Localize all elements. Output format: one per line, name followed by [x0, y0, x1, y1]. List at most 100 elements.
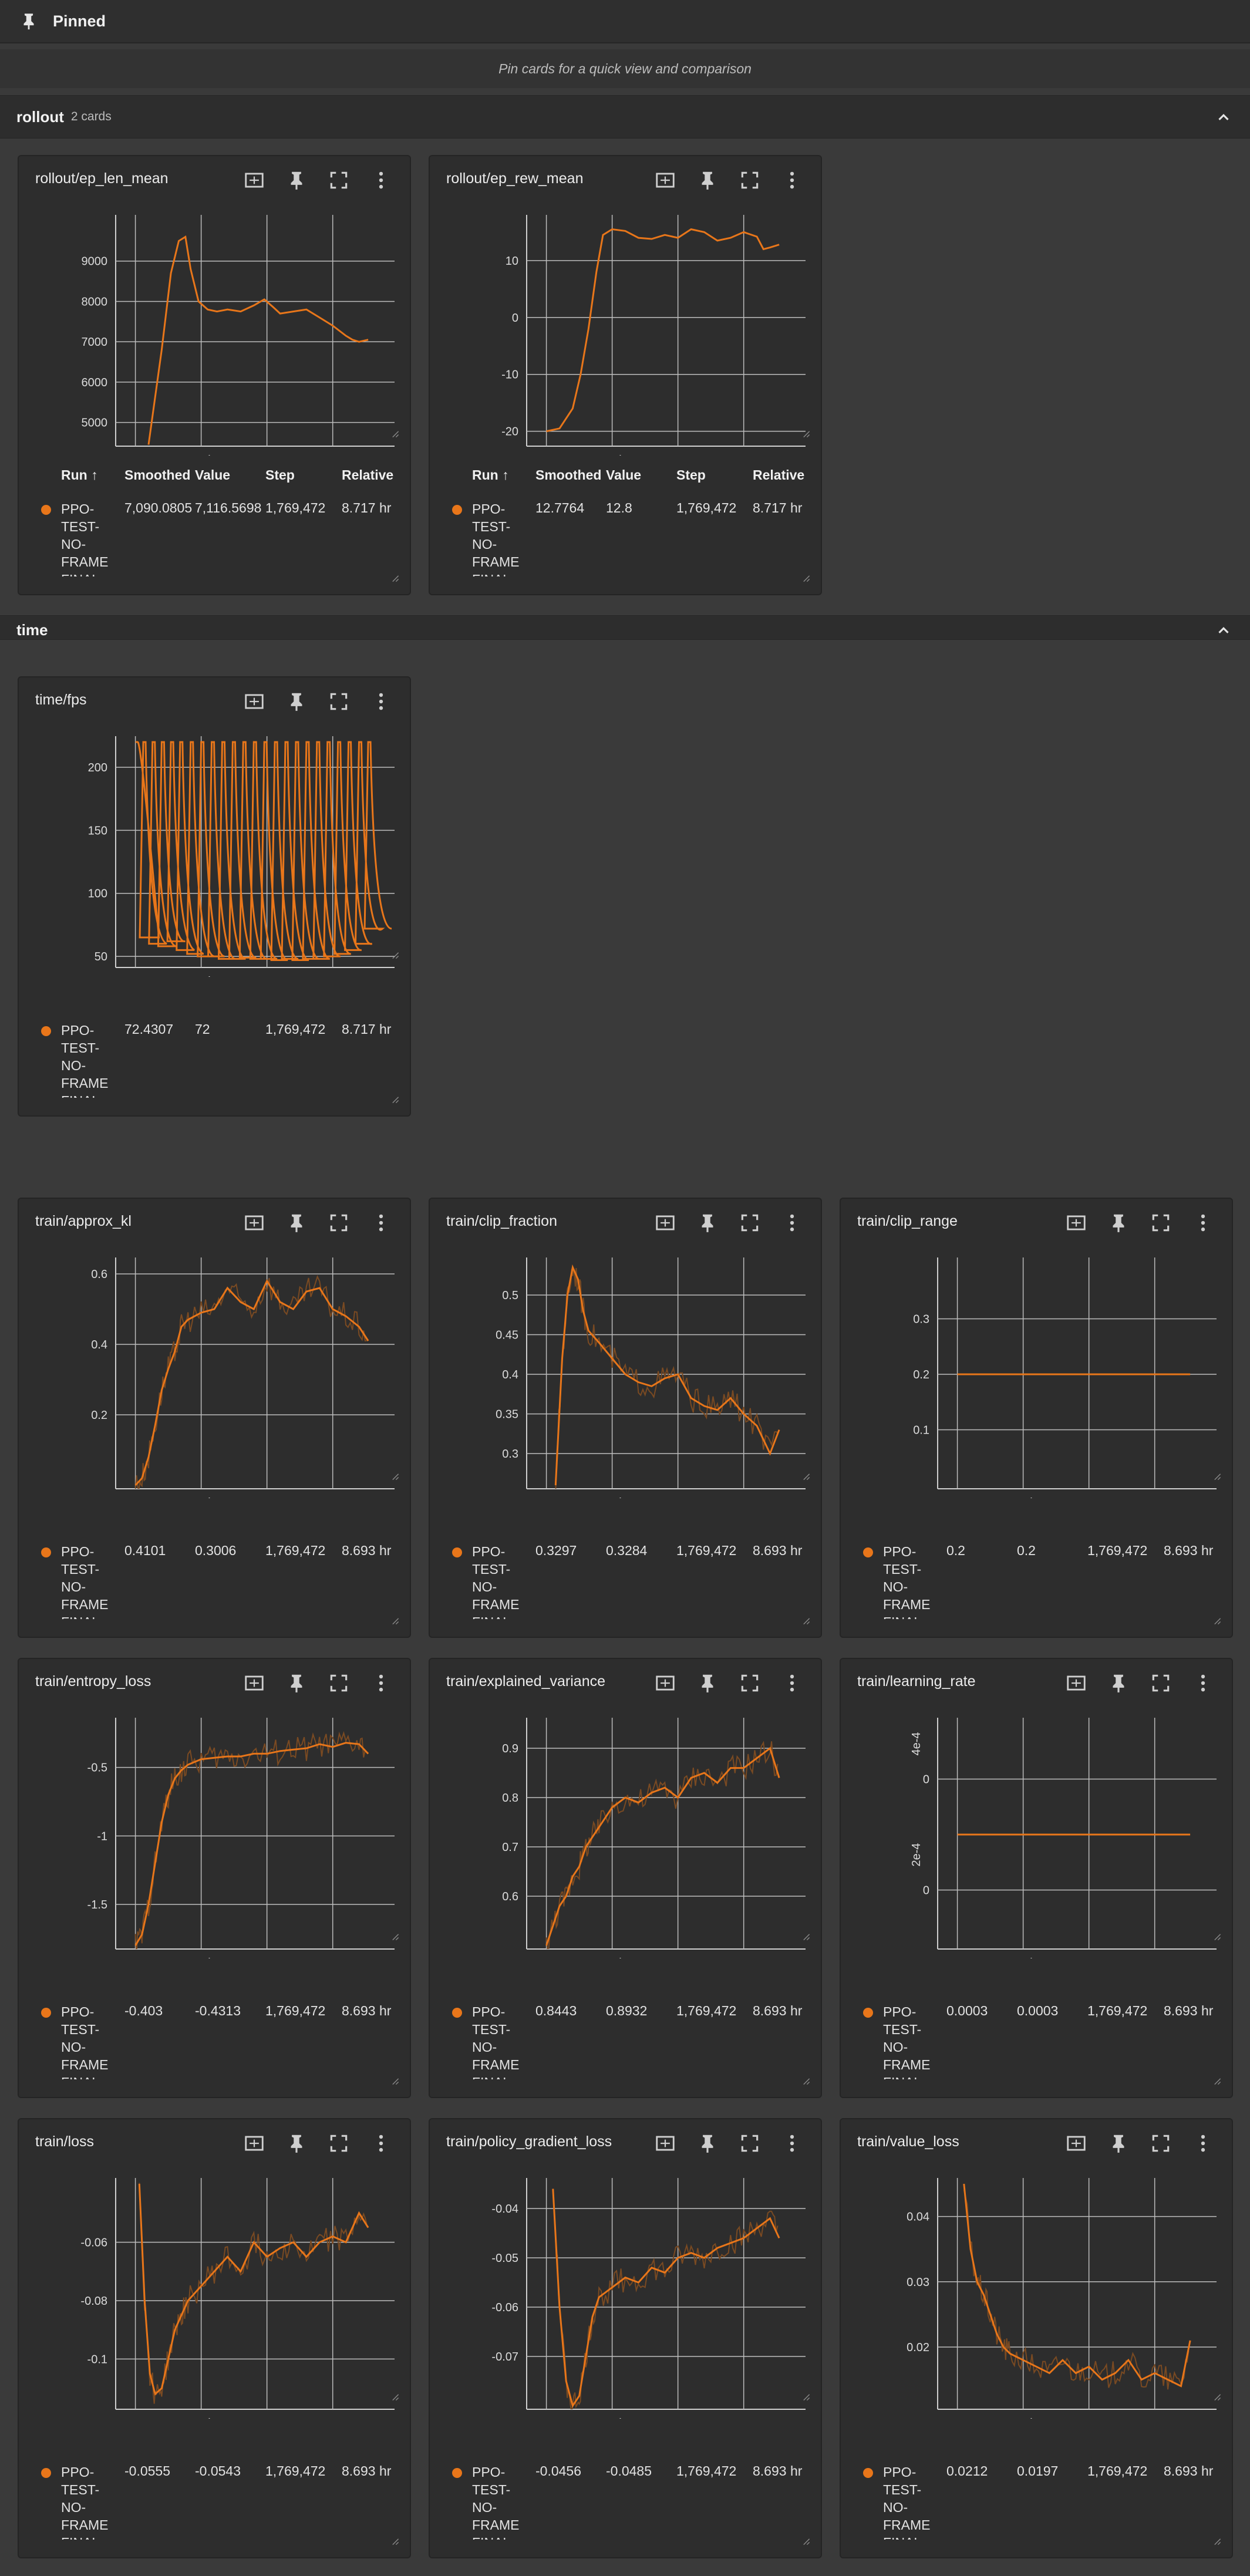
- line-chart[interactable]: 0 500k 1M 1.5M -0.1 -0.08 -0.06: [19, 2160, 411, 2419]
- resize-handle-icon[interactable]: [802, 574, 810, 582]
- more-vert-icon[interactable]: [781, 1672, 803, 1694]
- resize-handle-icon[interactable]: [1213, 2077, 1221, 2085]
- x-tick-label: 1M: [1081, 2417, 1097, 2419]
- fit-domain-icon[interactable]: [243, 1212, 265, 1234]
- resize-handle-icon[interactable]: [1213, 1617, 1221, 1625]
- fit-domain-icon[interactable]: [1065, 2132, 1087, 2154]
- line-chart[interactable]: 0 500k 1M 1.5M 0.02 0.03 0.04: [841, 2160, 1233, 2419]
- col-run[interactable]: Run ↑: [61, 467, 98, 483]
- resize-handle-icon[interactable]: [1213, 2537, 1221, 2545]
- line-chart[interactable]: 0 500k 1M 1.5M -20 -10 0 10: [430, 197, 822, 456]
- group-header-time[interactable]: time: [0, 615, 1250, 640]
- resize-handle-icon[interactable]: [391, 951, 399, 959]
- resize-handle-icon[interactable]: [802, 2537, 810, 2545]
- more-vert-icon[interactable]: [1192, 2132, 1214, 2154]
- fit-domain-icon[interactable]: [1065, 1212, 1087, 1234]
- pin-card-icon[interactable]: [696, 2132, 719, 2154]
- resize-handle-icon[interactable]: [391, 2537, 399, 2545]
- fullscreen-icon[interactable]: [328, 2132, 350, 2154]
- fullscreen-icon[interactable]: [328, 1672, 350, 1694]
- pin-card-icon[interactable]: [1107, 2132, 1130, 2154]
- more-vert-icon[interactable]: [370, 169, 392, 191]
- run-color-dot: [863, 2468, 873, 2478]
- fullscreen-icon[interactable]: [1150, 1212, 1172, 1234]
- fit-domain-icon[interactable]: [243, 169, 265, 191]
- resize-handle-icon[interactable]: [391, 1095, 399, 1104]
- fullscreen-icon[interactable]: [1150, 2132, 1172, 2154]
- fit-domain-icon[interactable]: [654, 169, 676, 191]
- resize-handle-icon[interactable]: [802, 1933, 810, 1941]
- line-chart[interactable]: 0 500k 1M 1.5M 50 100 150 200: [19, 719, 411, 977]
- fullscreen-icon[interactable]: [739, 1212, 761, 1234]
- resize-handle-icon[interactable]: [802, 1472, 810, 1481]
- fit-domain-icon[interactable]: [243, 2132, 265, 2154]
- pin-card-icon[interactable]: [696, 1212, 719, 1234]
- pin-card-icon[interactable]: [285, 169, 308, 191]
- col-run[interactable]: Run ↑: [472, 467, 509, 483]
- line-chart[interactable]: 0 500k 1M 1.5M 0.1 0.2 0.3: [841, 1240, 1233, 1498]
- fullscreen-icon[interactable]: [739, 2132, 761, 2154]
- fullscreen-icon[interactable]: [739, 169, 761, 191]
- pin-card-icon[interactable]: [1107, 1672, 1130, 1694]
- more-vert-icon[interactable]: [370, 1212, 392, 1234]
- fit-domain-icon[interactable]: [654, 1672, 676, 1694]
- resize-handle-icon[interactable]: [391, 1472, 399, 1481]
- resize-handle-icon[interactable]: [391, 1617, 399, 1625]
- fit-domain-icon[interactable]: [1065, 1672, 1087, 1694]
- fullscreen-icon[interactable]: [328, 1212, 350, 1234]
- more-vert-icon[interactable]: [781, 1212, 803, 1234]
- y-tick-label: 0.2: [913, 1368, 929, 1381]
- line-chart[interactable]: 0 500k 1M 1.5M 0 4e-4 0 2e-4: [841, 1700, 1233, 1958]
- fit-domain-icon[interactable]: [243, 1672, 265, 1694]
- resize-handle-icon[interactable]: [802, 1617, 810, 1625]
- pin-card-icon[interactable]: [285, 1212, 308, 1234]
- fullscreen-icon[interactable]: [1150, 1672, 1172, 1694]
- relative-value: 8.693 hr: [342, 2463, 392, 2479]
- pin-card-icon[interactable]: [285, 1672, 308, 1694]
- pin-card-icon[interactable]: [1107, 1212, 1130, 1234]
- resize-handle-icon[interactable]: [1213, 1933, 1221, 1941]
- pin-card-icon[interactable]: [285, 690, 308, 713]
- line-chart[interactable]: 0 500k 1M 1.5M 0.3 0.35 0.4 0.45 0.5: [430, 1240, 822, 1498]
- line-chart[interactable]: 0 500k 1M 1.5M 5000 6000 7000 8000 9000: [19, 197, 411, 456]
- line-chart[interactable]: 0 500k 1M 1.5M 0.6 0.7 0.8 0.9: [430, 1700, 822, 1958]
- resize-handle-icon[interactable]: [391, 2393, 399, 2401]
- more-vert-icon[interactable]: [370, 2132, 392, 2154]
- line-chart[interactable]: 0 500k 1M 1.5M 0.2 0.4 0.6: [19, 1240, 411, 1498]
- scalar-card: time/fps PPO-TEST-NO-FRAME-FINAL- 72.430…: [18, 676, 411, 1117]
- fullscreen-icon[interactable]: [328, 169, 350, 191]
- resize-handle-icon[interactable]: [391, 574, 399, 582]
- smoothed-value: 0.0003: [946, 2003, 988, 2018]
- resize-handle-icon[interactable]: [1213, 2393, 1221, 2401]
- resize-handle-icon[interactable]: [802, 430, 810, 438]
- resize-handle-icon[interactable]: [391, 430, 399, 438]
- line-chart[interactable]: 0 500k 1M 1.5M -0.07 -0.06 -0.05 -0.04: [430, 2160, 822, 2419]
- card-title: train/loss: [35, 2133, 95, 2150]
- col-relative: Relative: [342, 467, 394, 483]
- group-header-rollout[interactable]: rollout 2 cards: [0, 95, 1250, 139]
- pin-card-icon[interactable]: [696, 1672, 719, 1694]
- fullscreen-icon[interactable]: [739, 1672, 761, 1694]
- pin-card-icon[interactable]: [285, 2132, 308, 2154]
- fit-domain-icon[interactable]: [243, 690, 265, 713]
- resize-handle-icon[interactable]: [391, 2077, 399, 2085]
- resize-handle-icon[interactable]: [1213, 1472, 1221, 1481]
- y-tick-label: -0.05: [491, 2252, 518, 2265]
- resize-handle-icon[interactable]: [802, 2077, 810, 2085]
- resize-handle-icon[interactable]: [802, 2393, 810, 2401]
- chevron-up-icon[interactable]: [1215, 622, 1232, 639]
- resize-handle-icon[interactable]: [391, 1933, 399, 1941]
- more-vert-icon[interactable]: [781, 169, 803, 191]
- fullscreen-icon[interactable]: [328, 690, 350, 713]
- more-vert-icon[interactable]: [1192, 1672, 1214, 1694]
- scalar-card: train/policy_gradient_loss PPO-TEST-NO-F…: [429, 2118, 822, 2558]
- fit-domain-icon[interactable]: [654, 2132, 676, 2154]
- chevron-up-icon[interactable]: [1215, 109, 1232, 126]
- fit-domain-icon[interactable]: [654, 1212, 676, 1234]
- more-vert-icon[interactable]: [781, 2132, 803, 2154]
- more-vert-icon[interactable]: [370, 690, 392, 713]
- more-vert-icon[interactable]: [370, 1672, 392, 1694]
- pin-card-icon[interactable]: [696, 169, 719, 191]
- more-vert-icon[interactable]: [1192, 1212, 1214, 1234]
- line-chart[interactable]: 0 500k 1M 1.5M -1.5 -1 -0.5: [19, 1700, 411, 1958]
